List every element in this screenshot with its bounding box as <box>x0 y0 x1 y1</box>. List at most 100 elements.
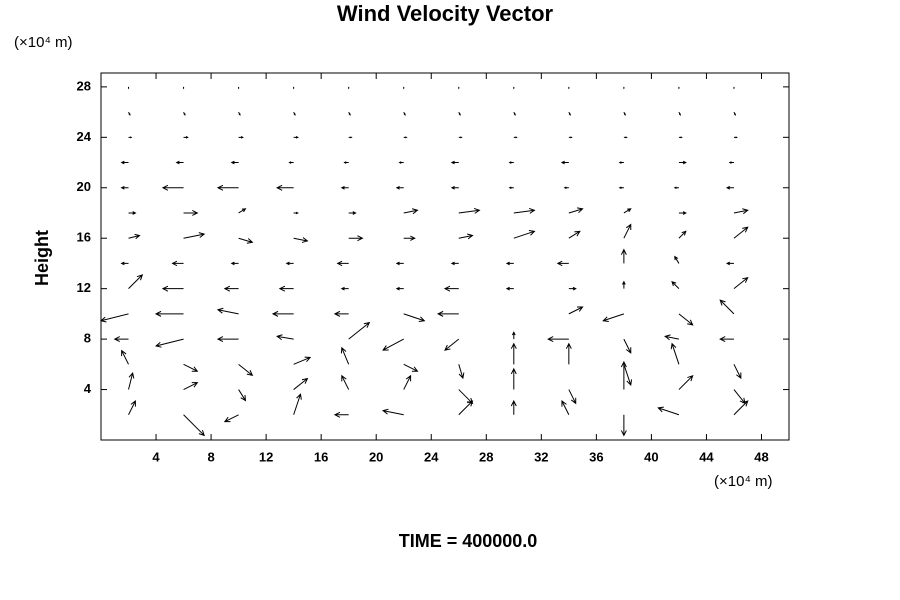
vector-arrow <box>678 375 694 390</box>
x-tick-label: 44 <box>699 449 714 464</box>
y-tick-label: 4 <box>84 381 92 396</box>
plot-frame <box>100 72 790 441</box>
vector-arrow <box>216 336 239 343</box>
vector-arrow <box>403 363 419 372</box>
y-axis-label: Height <box>32 230 52 286</box>
vector-arrow <box>293 211 299 215</box>
vector-arrow <box>216 307 239 315</box>
vector-arrow <box>733 276 749 290</box>
vector-arrow <box>513 230 536 239</box>
vector-arrow <box>513 136 518 139</box>
x-tick-label: 16 <box>314 449 328 464</box>
vector-arrow <box>340 286 349 291</box>
vector-arrow <box>733 136 738 139</box>
vector-arrow <box>127 86 130 90</box>
vector-arrow <box>276 334 294 341</box>
vector-arrow <box>183 363 199 372</box>
x-tick-label: 36 <box>589 449 603 464</box>
vector-arrow <box>333 411 349 418</box>
vector-arrow <box>458 111 461 116</box>
y-tick-label: 12 <box>77 280 91 295</box>
vector-arrow <box>223 285 239 292</box>
vector-arrow <box>623 111 626 116</box>
vector-arrow <box>622 280 626 289</box>
vector-arrow <box>183 382 199 391</box>
vector-arrow <box>128 274 144 290</box>
vector-arrow <box>285 261 294 266</box>
vector-arrow <box>450 261 459 266</box>
vector-arrow <box>293 136 299 139</box>
vector-arrow <box>161 184 184 191</box>
vector-arrow <box>120 160 129 165</box>
vector-arrow <box>293 377 309 390</box>
vector-arrow <box>154 338 184 348</box>
vector-arrow <box>348 321 371 340</box>
vector-arrow <box>128 400 136 416</box>
x-tick-label: 8 <box>207 449 214 464</box>
vector-arrow <box>347 86 350 90</box>
y-tick-label: 24 <box>77 129 92 144</box>
vector-arrow <box>183 136 189 139</box>
vector-arrow <box>678 230 687 239</box>
vector-arrow <box>443 285 459 292</box>
vector-arrow <box>340 185 349 190</box>
vector-arrow <box>343 161 349 164</box>
vector-arrow <box>458 136 463 139</box>
vector-arrow <box>678 211 687 215</box>
vector-arrow <box>623 364 633 387</box>
vector-arrow <box>348 111 351 116</box>
vector-arrow <box>403 313 426 323</box>
vector-arrow <box>673 186 679 190</box>
vector-arrow <box>620 360 627 390</box>
vector-arrow <box>171 260 184 267</box>
vector-arrow <box>678 313 694 326</box>
vector-arrow <box>348 235 364 242</box>
y-tick-label: 16 <box>77 230 91 245</box>
vector-arrow <box>565 342 572 365</box>
vector-arrow <box>403 374 412 390</box>
vector-arrow <box>678 86 680 90</box>
vector-arrow <box>733 400 749 416</box>
vector-arrow <box>238 136 244 139</box>
vector-arrow <box>671 280 680 290</box>
vector-arrow <box>733 226 749 239</box>
vector-arrow <box>340 346 350 365</box>
vector-arrow <box>556 260 569 267</box>
vector-arrow <box>403 208 419 215</box>
vector-arrow <box>288 161 294 164</box>
vector-arrow <box>513 207 536 214</box>
vector-arrow <box>293 111 296 116</box>
vector-arrow <box>292 86 295 90</box>
vector-arrow <box>670 342 680 365</box>
vector-arrow <box>623 223 632 239</box>
vector-arrow <box>183 210 199 216</box>
vector-arrow <box>568 230 581 239</box>
vector-arrow <box>458 86 460 90</box>
vector-arrow <box>271 310 294 317</box>
vector-arrow <box>568 286 577 291</box>
vector-arrow <box>230 160 239 165</box>
vector-arrow <box>664 334 680 341</box>
vector-arrow <box>395 185 404 190</box>
vector-arrow <box>568 86 570 90</box>
vector-arrow <box>278 285 294 292</box>
vector-arrow <box>508 161 514 164</box>
vector-arrow <box>513 111 516 116</box>
vector-arrow <box>623 136 628 139</box>
vector-arrow <box>216 184 239 191</box>
vector-arrow <box>561 400 570 416</box>
vector-arrow <box>113 336 129 343</box>
vector-arrow <box>450 160 459 165</box>
vector-arrow <box>508 186 514 190</box>
vector-arrow <box>568 306 584 315</box>
y-tick-label: 8 <box>84 331 91 346</box>
vector-arrow <box>276 184 294 191</box>
vector-arrow <box>348 136 353 139</box>
vector-arrow <box>120 261 129 266</box>
vector-arrow <box>563 186 569 190</box>
vector-arrow <box>293 237 309 243</box>
vector-arrow <box>510 342 517 365</box>
vector-arrow <box>381 408 404 416</box>
